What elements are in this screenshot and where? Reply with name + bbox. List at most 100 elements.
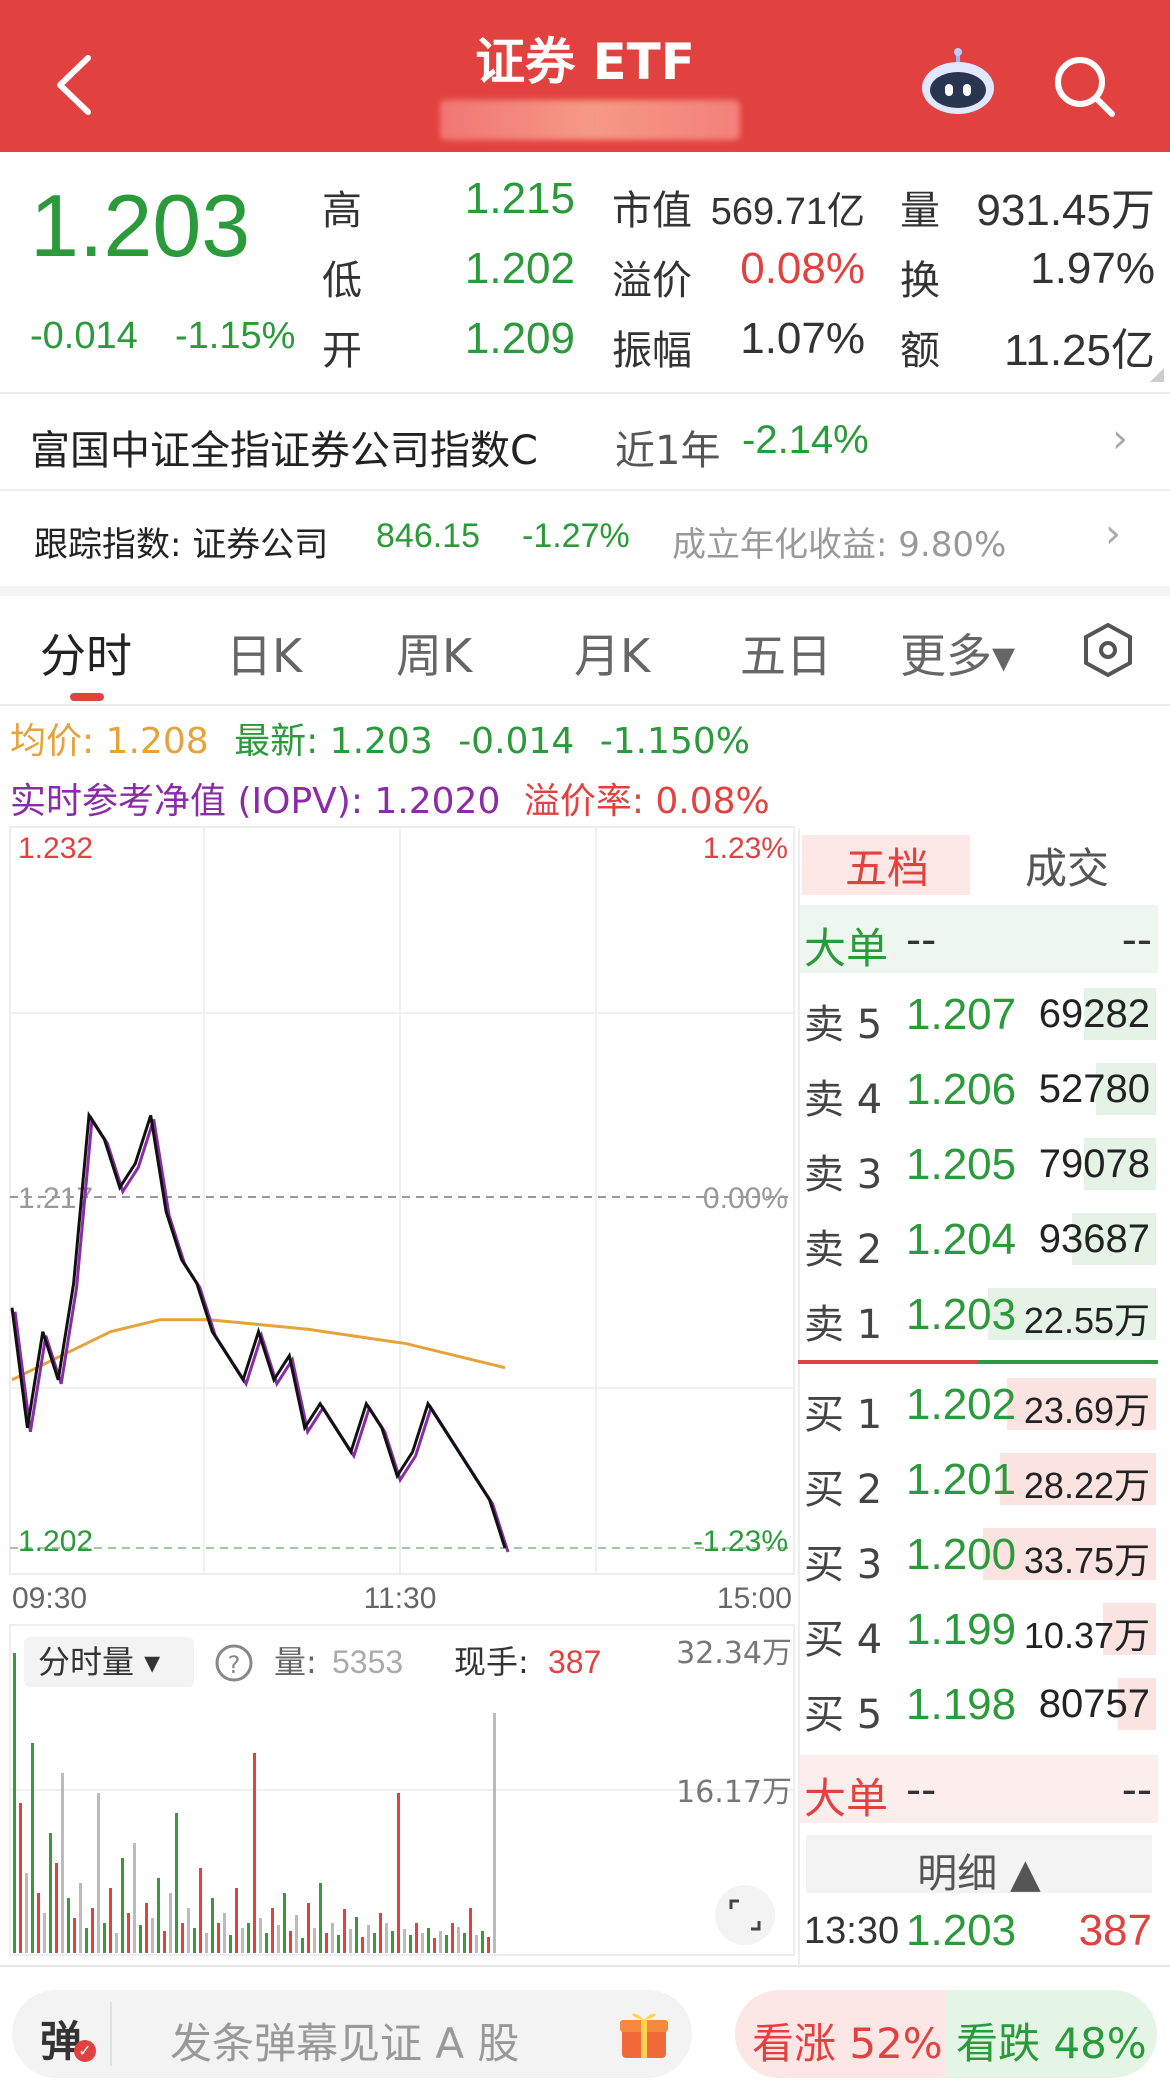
bid-row[interactable]: 买 3 1.200 33.75万 <box>798 1522 1156 1588</box>
danmu-toggle[interactable]: 弹 ✓ <box>30 2002 112 2066</box>
tab-trades[interactable]: 成交 <box>1025 844 1110 893</box>
volume-bar <box>487 1937 490 1953</box>
volume-bar <box>289 1931 292 1953</box>
volume-bar <box>331 1923 334 1953</box>
ask-row[interactable]: 卖 4 1.206 52780 <box>798 1057 1156 1123</box>
bullish-vote-button[interactable] <box>735 1990 945 2078</box>
bid-volume-bar <box>983 1528 1156 1580</box>
bid-level-label: 买 2 <box>804 1467 883 1513</box>
current-hand-label: 现手: <box>454 1643 529 1681</box>
big-order-row-bid: 大单 -- -- <box>800 1755 1158 1823</box>
bid-row[interactable]: 买 1 1.202 23.69万 <box>798 1372 1156 1438</box>
bid-volume: 80757 <box>1038 1682 1150 1726</box>
danmu-input[interactable] <box>12 1990 692 2078</box>
help-icon[interactable]: ? <box>228 1651 241 1679</box>
robot-assistant-icon[interactable] <box>918 48 998 118</box>
ask-row[interactable]: 卖 3 1.205 79078 <box>798 1132 1156 1198</box>
volume-bar <box>187 1908 190 1953</box>
volume-bar <box>313 1928 316 1953</box>
volume-bar <box>265 1933 268 1953</box>
volume-bar <box>199 1868 202 1953</box>
amplitude-label: 振幅 <box>612 328 692 374</box>
ask-price: 1.207 <box>906 990 1017 1039</box>
volume-dropdown[interactable]: 分时量 ▾ <box>38 1643 160 1681</box>
volume-bar <box>109 1888 112 1953</box>
volume-bar <box>25 1873 28 1953</box>
volume-bar <box>31 1743 34 1953</box>
volume-bar <box>133 1843 136 1953</box>
big-order-value: -- <box>1121 1765 1152 1814</box>
bid-volume-bar <box>1007 1378 1156 1430</box>
volume-axis-top: 32.34万 <box>676 1636 792 1671</box>
divider <box>798 828 800 1968</box>
fund-link-row[interactable]: 富国中证全指证券公司指数C 近1年 -2.14% › <box>0 394 1170 489</box>
premium-rate: 溢价率: 0.08% <box>523 781 770 822</box>
expand-chart-icon[interactable] <box>715 1885 775 1945</box>
tab-five-day[interactable]: 五日 <box>740 629 832 683</box>
volume-bar <box>205 1933 208 1953</box>
volume-bar <box>211 1898 214 1953</box>
open-value: 1.209 <box>464 314 575 363</box>
tab-daily-k[interactable]: 日K <box>226 629 303 683</box>
tab-intraday[interactable]: 分时 <box>40 629 132 683</box>
volume-bar <box>67 1898 70 1953</box>
bid-price: 1.202 <box>906 1380 1017 1429</box>
back-icon[interactable] <box>50 50 100 120</box>
bid-price: 1.201 <box>906 1455 1017 1504</box>
chart-settings-icon[interactable] <box>1082 622 1134 678</box>
volume-axis-mid: 16.17万 <box>676 1775 792 1810</box>
search-icon[interactable] <box>1050 52 1120 122</box>
volume-bar <box>277 1925 280 1953</box>
ask-level-label: 卖 2 <box>804 1227 883 1273</box>
detail-toggle[interactable]: 明细 ▲ <box>806 1835 1152 1897</box>
latest-change-pct: -1.150% <box>599 721 750 762</box>
bid-row[interactable]: 买 5 1.198 80757 <box>798 1672 1156 1738</box>
bid-row[interactable]: 买 4 1.199 10.37万 <box>798 1597 1156 1663</box>
ask-level-label: 卖 4 <box>804 1077 883 1123</box>
bid-price: 1.200 <box>906 1530 1017 1579</box>
tab-weekly-k[interactable]: 周K <box>396 629 473 683</box>
divider <box>0 392 1170 394</box>
big-order-value: -- <box>1121 915 1152 964</box>
volume-bar <box>445 1935 448 1953</box>
pct-axis-top: 1.23% <box>703 832 788 865</box>
ask-price: 1.205 <box>906 1140 1017 1189</box>
pct-axis-bottom: -1.23% <box>693 1525 788 1558</box>
current-hand-value: 387 <box>548 1644 601 1680</box>
gift-icon[interactable] <box>616 2006 672 2062</box>
ask-row[interactable]: 卖 1 1.203 22.55万 <box>798 1282 1156 1348</box>
bearish-vote-button[interactable] <box>945 1990 1157 2078</box>
ask-row[interactable]: 卖 2 1.204 93687 <box>798 1207 1156 1273</box>
fund-name: 富国中证全指证券公司指数C <box>30 428 538 474</box>
volume-bar <box>163 1931 166 1953</box>
amount-value: 11.25亿 <box>1004 326 1155 375</box>
volume-bar <box>319 1883 322 1953</box>
volume-bar <box>367 1925 370 1953</box>
x-axis-mid: 11:30 <box>364 1582 437 1615</box>
tracking-index-row[interactable]: 跟踪指数: 证券公司 846.15 -1.27% 成立年化收益: 9.80% › <box>0 491 1170 586</box>
intraday-chart[interactable]: 1.232 1.217 1.202 1.23% 0.00% -1.23% 09:… <box>0 825 798 1965</box>
period-label: 近1年 <box>615 428 721 474</box>
volume-bar <box>475 1935 478 1953</box>
volume-bar <box>385 1923 388 1953</box>
tab-five-levels[interactable]: 五档 <box>845 844 930 893</box>
volume-bar <box>307 1903 310 1953</box>
x-axis-end: 15:00 <box>717 1582 792 1615</box>
section-gap <box>0 586 1170 596</box>
ask-volume-bar <box>1084 988 1156 1040</box>
volume-bar <box>55 1863 58 1953</box>
tab-monthly-k[interactable]: 月K <box>574 629 651 683</box>
volume-bar <box>325 1933 328 1953</box>
ask-row[interactable]: 卖 5 1.207 69282 <box>798 982 1156 1048</box>
page-title: 证券 ETF <box>475 33 695 91</box>
bid-row[interactable]: 买 2 1.201 28.22万 <box>798 1447 1156 1513</box>
big-order-row-ask: 大单 -- -- <box>800 905 1158 973</box>
volume-bar <box>127 1913 130 1953</box>
period-return: -2.14% <box>742 418 869 462</box>
volume-bar <box>421 1933 424 1953</box>
bearish-label: 看跌 48% <box>956 2019 1147 2068</box>
tab-more[interactable]: 更多▾ <box>900 629 1016 683</box>
ask-price: 1.204 <box>906 1215 1017 1264</box>
bid-volume-bar <box>1118 1678 1156 1730</box>
iopv-value: 实时参考净值 (IOPV): 1.2020 <box>10 781 501 822</box>
